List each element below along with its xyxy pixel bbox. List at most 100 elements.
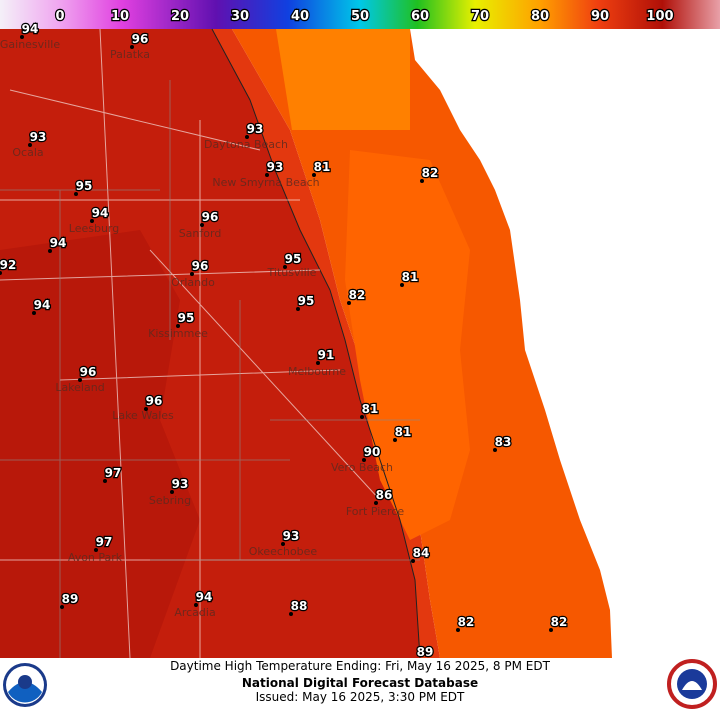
temperature-label: 82 bbox=[349, 288, 366, 302]
station-dot bbox=[296, 307, 300, 311]
county-lines bbox=[0, 80, 420, 658]
labels: Gainesville Palatka Ocala Daytona Beach New … bbox=[0, 21, 569, 662]
colorbar-tick-label: 60 bbox=[411, 9, 429, 24]
colorbar-tick-label: 90 bbox=[591, 9, 609, 24]
station-dot bbox=[74, 192, 78, 196]
colorbar-tick-label: 50 bbox=[351, 9, 369, 24]
temperature-label: 86 bbox=[376, 488, 393, 502]
station-dot bbox=[144, 407, 148, 411]
temperature-label: 81 bbox=[395, 425, 412, 439]
temperature-label: 96 bbox=[192, 259, 209, 273]
station-dot bbox=[90, 219, 94, 223]
temperature-label: 88 bbox=[291, 599, 308, 613]
city-label: Okeechobee bbox=[249, 545, 318, 558]
colorbar bbox=[0, 0, 720, 29]
station-dot bbox=[0, 271, 2, 275]
station-dot bbox=[360, 415, 364, 419]
station-dot bbox=[400, 283, 404, 287]
city-label: Orlando bbox=[171, 276, 215, 289]
temperature-label: 94 bbox=[50, 236, 67, 250]
temperature-label: 93 bbox=[247, 122, 264, 136]
station-dot bbox=[549, 628, 553, 632]
station-dot bbox=[200, 223, 204, 227]
temperature-label: 83 bbox=[495, 435, 512, 449]
temperature-label: 95 bbox=[178, 311, 195, 325]
city-label: Kissimmee bbox=[148, 327, 208, 340]
colorbar-tick-label: 20 bbox=[171, 9, 189, 24]
station-dot bbox=[60, 605, 64, 609]
city-label: Avon Park bbox=[68, 551, 123, 564]
temperature-label: 91 bbox=[318, 348, 335, 362]
station-dot bbox=[289, 612, 293, 616]
nws-logo bbox=[667, 659, 717, 709]
station-dot bbox=[411, 559, 415, 563]
station-dot bbox=[374, 501, 378, 505]
temperature-label: 82 bbox=[422, 166, 439, 180]
city-label: Vero Beach bbox=[331, 461, 393, 474]
temperature-label: 89 bbox=[62, 592, 79, 606]
temperature-label: 94 bbox=[34, 298, 51, 312]
colorbar-tick-label: 10 bbox=[111, 9, 129, 24]
station-dot bbox=[393, 438, 397, 442]
station-dot bbox=[194, 603, 198, 607]
temperature-label: 94 bbox=[92, 206, 109, 220]
temperature-label: 81 bbox=[402, 270, 419, 284]
temperature-label: 82 bbox=[551, 615, 568, 629]
colorbar-tick-label: 70 bbox=[471, 9, 489, 24]
station-dot bbox=[281, 542, 285, 546]
station-dot bbox=[265, 173, 269, 177]
city-label: Sanford bbox=[179, 227, 222, 240]
city-label: Lakeland bbox=[55, 381, 104, 394]
temperature-label: 96 bbox=[132, 32, 149, 46]
temperature-label: 84 bbox=[413, 546, 430, 560]
station-dot bbox=[362, 458, 366, 462]
footer-issued: Issued: May 16 2025, 3:30 PM EDT bbox=[256, 690, 465, 704]
station-dot bbox=[190, 272, 194, 276]
coastal-band bbox=[212, 29, 440, 658]
station-dot bbox=[456, 628, 460, 632]
temperature-label: 82 bbox=[458, 615, 475, 629]
station-dot bbox=[176, 324, 180, 328]
temperature-label: 96 bbox=[202, 210, 219, 224]
temperature-label: 90 bbox=[364, 445, 381, 459]
station-dot bbox=[103, 479, 107, 483]
noaa-logo bbox=[3, 663, 47, 707]
city-label: Arcadia bbox=[174, 606, 215, 619]
temperature-label: 95 bbox=[298, 294, 315, 308]
station-dot bbox=[94, 548, 98, 552]
station-dot bbox=[245, 135, 249, 139]
footer: Daytime High Temperature Ending: Fri, Ma… bbox=[0, 658, 720, 709]
temperature-label: 97 bbox=[96, 535, 113, 549]
station-dot bbox=[316, 361, 320, 365]
temperature-label: 81 bbox=[362, 402, 379, 416]
inland-warm bbox=[0, 230, 200, 658]
temperature-label: 93 bbox=[172, 477, 189, 491]
city-label: Melbourne bbox=[288, 365, 346, 378]
station-dot bbox=[312, 173, 316, 177]
footer-subtitle: Daytime High Temperature Ending: Fri, Ma… bbox=[170, 659, 551, 673]
temperature-label: 89 bbox=[417, 645, 434, 659]
station-dot bbox=[347, 301, 351, 305]
temperature-label: 95 bbox=[285, 252, 302, 266]
colorbar-tick-label: 80 bbox=[531, 9, 549, 24]
station-dot bbox=[170, 490, 174, 494]
temperature-label: 94 bbox=[22, 22, 39, 36]
temperature-label: 93 bbox=[30, 130, 47, 144]
ocean-mid bbox=[345, 150, 470, 540]
footer-background bbox=[0, 658, 720, 709]
city-label: Daytona Beach bbox=[204, 138, 288, 151]
temperature-label: 96 bbox=[146, 394, 163, 408]
city-label: Ocala bbox=[12, 146, 43, 159]
city-label: Leesburg bbox=[69, 222, 119, 235]
station-dot bbox=[420, 179, 424, 183]
city-label: Fort Pierce bbox=[346, 505, 405, 518]
temperature-label: 95 bbox=[76, 179, 93, 193]
temperature-label: 94 bbox=[196, 590, 213, 604]
city-label: Titusville bbox=[267, 266, 317, 279]
footer-title: National Digital Forecast Database bbox=[242, 676, 478, 690]
temperature-label: 93 bbox=[267, 160, 284, 174]
city-label: New Smyrna Beach bbox=[212, 176, 319, 189]
temperature-label: 92 bbox=[0, 258, 16, 272]
temperature-label: 97 bbox=[105, 466, 122, 480]
